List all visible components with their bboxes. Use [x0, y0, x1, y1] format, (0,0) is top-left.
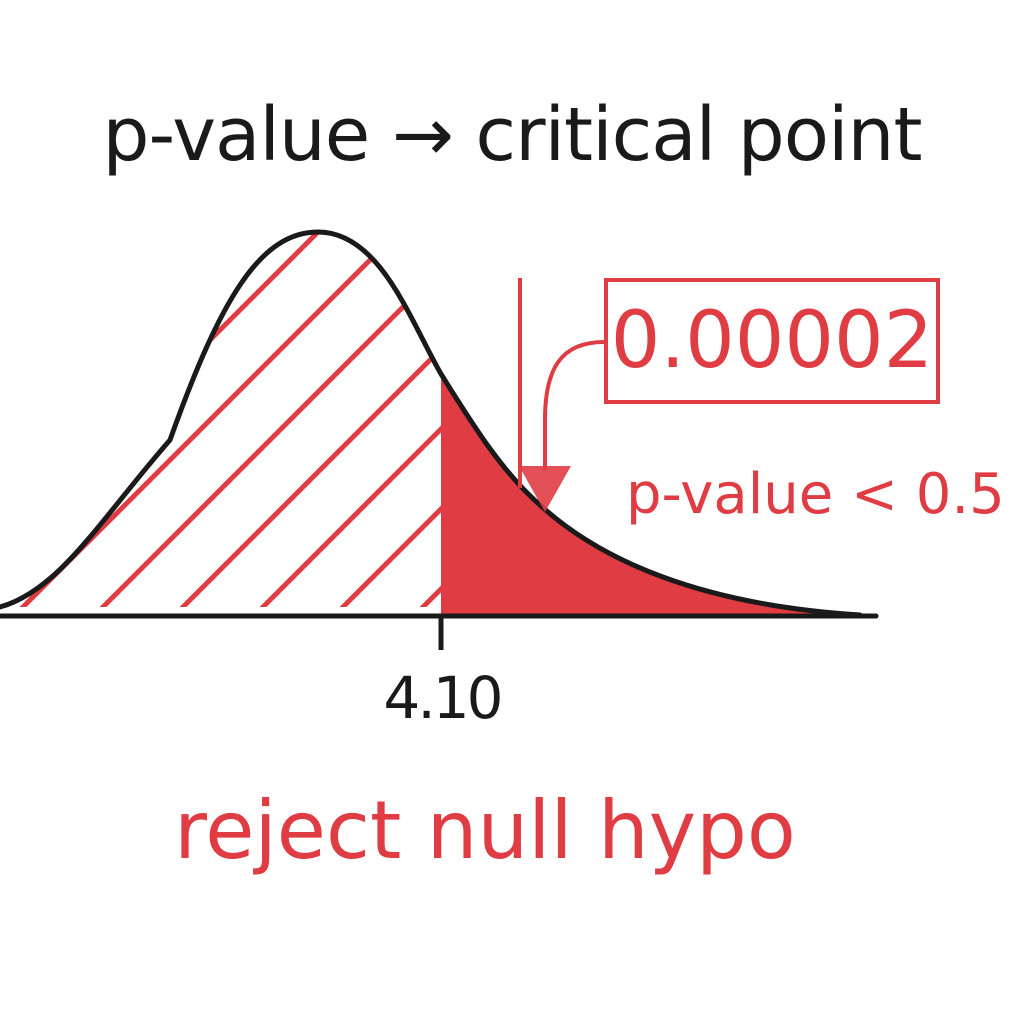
rejection-region [441, 374, 860, 615]
hatched-region [0, 232, 441, 607]
arrowhead-icon [519, 466, 571, 512]
conclusion-text: reject null hypo [174, 784, 796, 877]
density-curve [0, 229, 863, 618]
p-value-arrow [543, 340, 605, 470]
diagram-title: p-value → critical point [102, 92, 923, 178]
critical-value-label: 4.10 [383, 664, 503, 732]
p-value-box: 0.00002 [604, 278, 940, 404]
comparison-text: p-value < 0.5 [626, 462, 1005, 527]
